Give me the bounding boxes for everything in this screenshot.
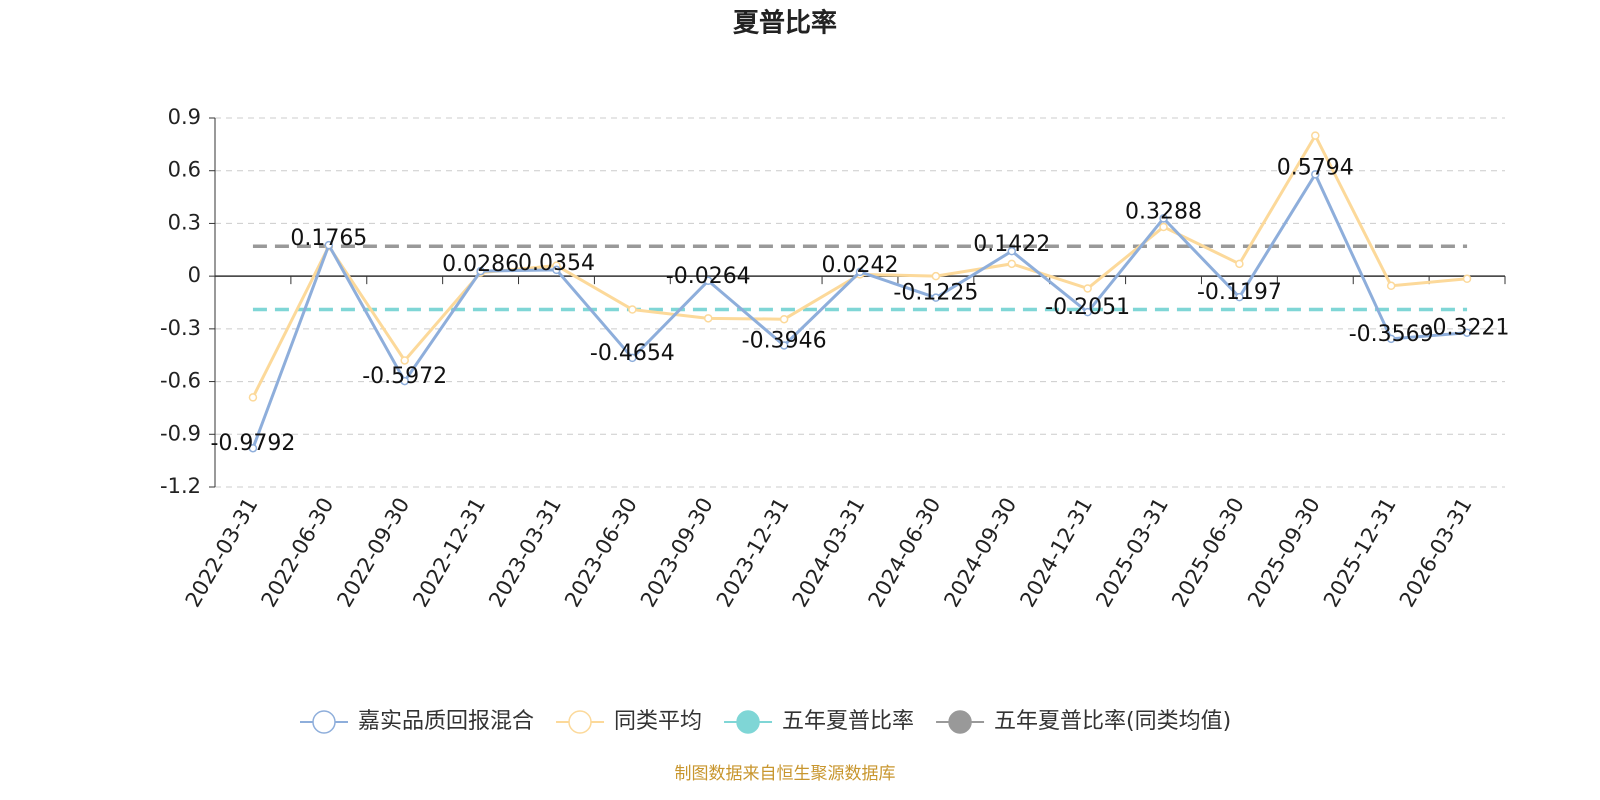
chart-title: 夏普比率 <box>733 8 837 39</box>
data-label: -0.3221 <box>1425 316 1510 341</box>
point <box>931 293 941 302</box>
point <box>248 393 258 402</box>
point <box>1311 170 1320 179</box>
point <box>1235 259 1244 269</box>
y-tick-label: 0.9 <box>168 105 201 129</box>
data-label: -0.1225 <box>893 281 978 306</box>
data-label: -0.1197 <box>1197 280 1282 305</box>
point <box>1159 222 1168 232</box>
x-tick-label: 2024-03-31 <box>788 494 870 612</box>
y-tick-label: -0.3 <box>160 316 201 340</box>
x-tick-label: 2025-09-30 <box>1243 494 1325 612</box>
data-label: -0.3569 <box>1349 322 1434 347</box>
point <box>552 265 561 275</box>
x-tick-label: 2025-12-31 <box>1319 494 1401 612</box>
y-tick-label: 0 <box>188 263 201 287</box>
source-note: 制图数据来自恒生聚源数据库 <box>675 764 896 784</box>
point <box>400 356 409 365</box>
x-tick-label: 2026-03-31 <box>1395 494 1477 612</box>
legend-label: 嘉实品质回报混合 <box>358 709 534 734</box>
x-tick-label: 2025-03-31 <box>1091 494 1173 612</box>
point <box>248 443 258 453</box>
legend-marker <box>312 710 336 734</box>
legend-marker <box>948 710 972 734</box>
y-tick-label: -1.2 <box>160 474 201 498</box>
data-label: 0.1422 <box>973 232 1050 257</box>
x-tick-label: 2024-06-30 <box>864 494 946 612</box>
point <box>628 305 637 314</box>
legend-label: 五年夏普比率 <box>782 709 914 734</box>
data-label: -0.9792 <box>210 431 295 456</box>
point <box>1083 307 1092 317</box>
data-label: 0.3288 <box>1125 199 1202 224</box>
point <box>1083 284 1092 293</box>
legend-label: 同类平均 <box>614 709 702 734</box>
point <box>1007 246 1017 256</box>
data-label: -0.2051 <box>1045 295 1130 320</box>
data-label: 0.0286 <box>442 252 519 277</box>
point <box>855 267 865 277</box>
point <box>628 353 637 363</box>
y-tick-label: 0.6 <box>168 158 201 182</box>
data-label: 0.0354 <box>518 251 595 276</box>
point <box>779 341 789 350</box>
point <box>703 276 713 286</box>
data-label: 0.0242 <box>822 253 899 278</box>
data-label: -0.5972 <box>362 364 447 389</box>
data-label: -0.0264 <box>666 264 751 289</box>
y-tick-label: -0.9 <box>160 421 201 445</box>
y-tick-label: 0.3 <box>168 210 201 234</box>
point <box>1386 281 1396 291</box>
legend-marker <box>568 710 592 734</box>
legend-marker <box>736 710 760 734</box>
data-label: 0.1765 <box>290 226 367 251</box>
point <box>324 240 334 250</box>
point <box>1007 259 1017 269</box>
point <box>1311 131 1320 140</box>
x-tick-label: 2024-09-30 <box>939 493 1021 611</box>
point <box>779 314 789 324</box>
legend-label: 五年夏普比率(同类均值) <box>994 709 1231 734</box>
point <box>931 271 941 281</box>
x-tick-label: 2022-09-30 <box>332 494 414 612</box>
data-label: 0.5794 <box>1277 155 1354 180</box>
data-label: -0.4654 <box>590 341 675 366</box>
point <box>1462 274 1472 284</box>
point <box>703 314 713 323</box>
point <box>1462 328 1472 337</box>
point <box>1159 214 1168 223</box>
x-tick-label: 2023-12-31 <box>712 494 794 612</box>
point <box>1386 334 1396 344</box>
data-label: -0.3946 <box>742 328 827 353</box>
x-tick-label: 2022-06-30 <box>257 494 339 612</box>
point <box>1235 292 1244 302</box>
x-tick-label: 2022-12-31 <box>408 494 490 612</box>
point <box>400 376 409 386</box>
x-tick-label: 2025-06-30 <box>1167 494 1249 612</box>
x-tick-label: 2023-06-30 <box>560 494 642 612</box>
x-tick-label: 2023-09-30 <box>636 494 718 612</box>
y-tick-label: -0.6 <box>160 369 201 393</box>
x-tick-label: 2023-03-31 <box>484 494 566 612</box>
x-tick-label: 2024-12-31 <box>1015 494 1097 612</box>
x-tick-label: 2022-03-31 <box>181 494 263 612</box>
point <box>476 266 485 276</box>
